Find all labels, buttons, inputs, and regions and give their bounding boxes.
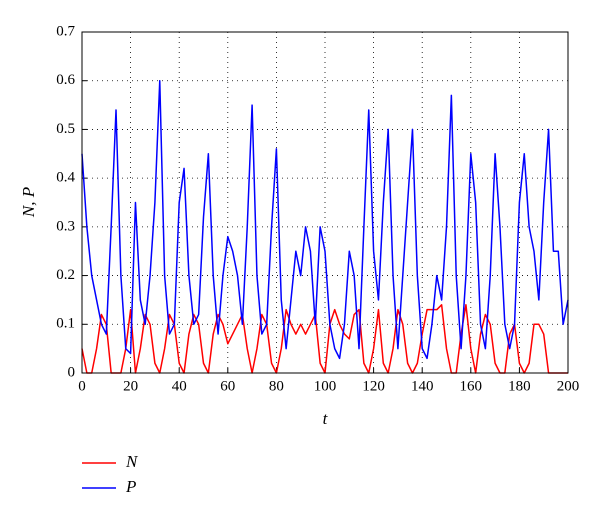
x-tick-label: 100 <box>314 378 337 394</box>
series-line <box>81 79 569 360</box>
x-tick-label: 60 <box>220 378 235 394</box>
x-tick-label: 20 <box>123 378 138 394</box>
y-tick-label: 0.1 <box>56 316 75 332</box>
legend-label: N <box>125 452 139 471</box>
x-tick-label: 140 <box>411 378 434 394</box>
y-tick-label: 0.3 <box>56 218 75 234</box>
x-tick-label: 180 <box>508 378 531 394</box>
x-axis-label: t <box>323 409 329 428</box>
x-tick-label: 200 <box>557 378 580 394</box>
y-tick-label: 0.2 <box>56 267 75 283</box>
x-tick-label: 120 <box>362 378 385 394</box>
x-tick-label: 0 <box>78 378 86 394</box>
y-tick-label: 0 <box>68 364 76 380</box>
y-tick-label: 0.4 <box>56 170 75 186</box>
y-tick-label: 0.6 <box>56 72 75 88</box>
x-tick-label: 160 <box>460 378 483 394</box>
x-tick-label: 80 <box>269 378 284 394</box>
y-tick-label: 0.7 <box>56 23 75 39</box>
y-axis-label: N, P <box>19 187 38 218</box>
legend-label: P <box>125 477 136 496</box>
y-tick-label: 0.5 <box>56 121 75 137</box>
x-tick-label: 40 <box>172 378 187 394</box>
plot-frame <box>81 31 569 374</box>
